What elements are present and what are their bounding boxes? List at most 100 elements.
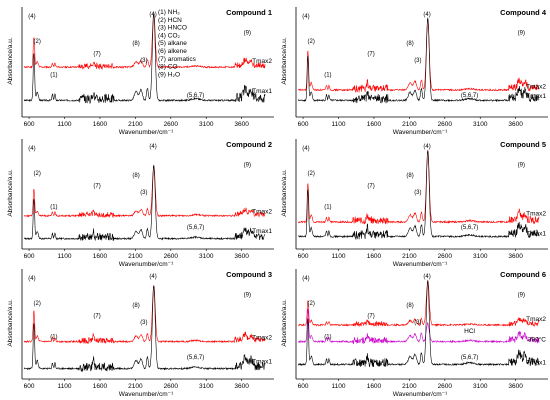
band-annotation: (8) bbox=[406, 41, 413, 47]
band-annotation: (4) bbox=[149, 12, 156, 18]
band-annotation: (9) bbox=[244, 163, 251, 169]
band-annotation: (8) bbox=[132, 303, 139, 309]
band-annotation: (1) bbox=[50, 204, 57, 210]
x-tick-label: 600 bbox=[24, 121, 35, 128]
series-line bbox=[297, 150, 540, 240]
series-line bbox=[23, 12, 266, 105]
x-tick-label: 2600 bbox=[164, 253, 179, 260]
band-annotation: (5,6,7) bbox=[187, 93, 204, 99]
series-line bbox=[297, 308, 540, 345]
series-label: Tmax1 bbox=[252, 88, 272, 95]
series-line bbox=[297, 17, 540, 104]
x-tick-label: 3100 bbox=[473, 121, 488, 128]
series-line bbox=[23, 12, 266, 70]
chart-panel: Compound 6 Absorbance/a.u. 600 1100 1600 2100… bbox=[281, 269, 548, 398]
x-tick-label: 2100 bbox=[402, 253, 417, 260]
x-axis-label: Wavenumber/cm⁻¹ bbox=[119, 129, 174, 136]
x-tick-label: 3600 bbox=[234, 121, 249, 128]
series-label: Tmax2 bbox=[252, 58, 272, 65]
series-line bbox=[23, 285, 266, 372]
x-tick-label: 1600 bbox=[93, 253, 108, 260]
series-label: Tmax1 bbox=[526, 359, 546, 366]
band-annotation: (2) bbox=[308, 171, 315, 177]
band-annotation: (8) bbox=[132, 173, 139, 179]
series-label: Tmax1 bbox=[526, 93, 546, 100]
band-annotation: (9) bbox=[518, 163, 525, 169]
band-annotation: (4) bbox=[149, 274, 156, 280]
band-annotation: (9) bbox=[518, 31, 525, 37]
band-annotation: (4) bbox=[302, 146, 309, 152]
x-axis-label: Wavenumber/cm⁻¹ bbox=[119, 261, 174, 268]
chart-panel: Compound 4 Absorbance/a.u. 600 1100 1600 2100… bbox=[281, 7, 548, 136]
x-tick-label: 2100 bbox=[128, 383, 143, 390]
panel-title: Compound 6 bbox=[500, 270, 546, 279]
x-tick-label: 3100 bbox=[199, 383, 214, 390]
band-annotation: (7) bbox=[93, 314, 100, 320]
band-annotation: (1) bbox=[324, 72, 331, 78]
band-annotation: HCl bbox=[464, 328, 475, 335]
series-line bbox=[297, 279, 540, 328]
band-annotation: (5,6,7) bbox=[461, 93, 478, 99]
band-annotation: (5,6,7) bbox=[187, 355, 204, 361]
series-label: Tmax2 bbox=[526, 84, 546, 91]
x-tick-label: 1600 bbox=[93, 121, 108, 128]
series-line bbox=[297, 280, 540, 368]
y-axis-label: Absorbance/a.u. bbox=[7, 37, 14, 85]
band-annotation: (2) bbox=[34, 301, 41, 307]
band-annotation: (5,6,7) bbox=[461, 355, 478, 361]
band-annotation: (3) bbox=[414, 320, 421, 326]
band-annotation: (2) bbox=[308, 39, 315, 45]
y-axis-label: Absorbance/a.u. bbox=[281, 169, 288, 217]
x-tick-label: 2100 bbox=[128, 121, 143, 128]
band-annotation: (4) bbox=[28, 276, 35, 282]
band-legend-item: (2) HCN bbox=[158, 17, 182, 24]
x-tick-label: 3600 bbox=[508, 121, 523, 128]
band-annotation: (3) bbox=[140, 58, 147, 64]
x-tick-label: 3100 bbox=[473, 383, 488, 390]
band-annotation: (4) bbox=[423, 274, 430, 280]
band-annotation: (1) bbox=[324, 204, 331, 210]
series-label: Tmax1 bbox=[526, 230, 546, 237]
chart-panel: Compound 5 Absorbance/a.u. 600 1100 1600 2100… bbox=[281, 139, 548, 268]
x-tick-label: 3100 bbox=[199, 253, 214, 260]
band-annotation: (8) bbox=[132, 41, 139, 47]
band-annotation: (7) bbox=[93, 184, 100, 190]
x-tick-label: 600 bbox=[24, 383, 35, 390]
band-legend-item: (5) alkane bbox=[158, 40, 187, 47]
series-line bbox=[23, 165, 266, 219]
x-tick-label: 2600 bbox=[438, 121, 453, 128]
band-annotation: (3) bbox=[414, 190, 421, 196]
band-annotation: (8) bbox=[406, 303, 413, 309]
x-tick-label: 1600 bbox=[367, 383, 382, 390]
chart-panel: Compound 3 Absorbance/a.u. 600 1100 1600 2100… bbox=[7, 269, 274, 398]
series-label: Tmax2 bbox=[252, 334, 272, 341]
band-legend-item: (6) alkene bbox=[158, 48, 187, 55]
band-legend-item: (9) H₂O bbox=[158, 71, 180, 78]
band-annotation: (4) bbox=[302, 14, 309, 20]
x-tick-label: 2600 bbox=[164, 121, 179, 128]
x-tick-label: 1600 bbox=[93, 383, 108, 390]
x-tick-label: 2600 bbox=[438, 253, 453, 260]
x-tick-label: 1100 bbox=[58, 253, 72, 260]
y-axis-label: Absorbance/a.u. bbox=[281, 37, 288, 85]
y-axis-label: Absorbance/a.u. bbox=[7, 169, 14, 217]
series-label: Tmax1 bbox=[252, 359, 272, 366]
x-tick-label: 600 bbox=[298, 121, 309, 128]
series-label: Tmax1 bbox=[252, 228, 272, 235]
band-legend-item: (4) CO₂ bbox=[158, 32, 181, 39]
panel-title: Compound 3 bbox=[226, 270, 272, 279]
band-legend-item: (7) aromatics bbox=[158, 56, 197, 63]
band-annotation: (3) bbox=[414, 58, 421, 64]
x-tick-label: 3600 bbox=[234, 383, 249, 390]
x-tick-label: 600 bbox=[24, 253, 35, 260]
x-tick-label: 3100 bbox=[199, 121, 214, 128]
series-label: Tmax2 bbox=[526, 211, 546, 218]
band-annotation: (8) bbox=[406, 173, 413, 179]
band-annotation: (3) bbox=[140, 320, 147, 326]
band-annotation: (1) bbox=[50, 72, 57, 78]
chart-panel: Compound 2 Absorbance/a.u. 600 1100 1600 2100… bbox=[7, 139, 274, 268]
band-annotation: (3) bbox=[140, 190, 147, 196]
band-annotation: (4) bbox=[423, 144, 430, 150]
x-tick-label: 3100 bbox=[473, 253, 488, 260]
panel-title: Compound 2 bbox=[226, 140, 272, 149]
